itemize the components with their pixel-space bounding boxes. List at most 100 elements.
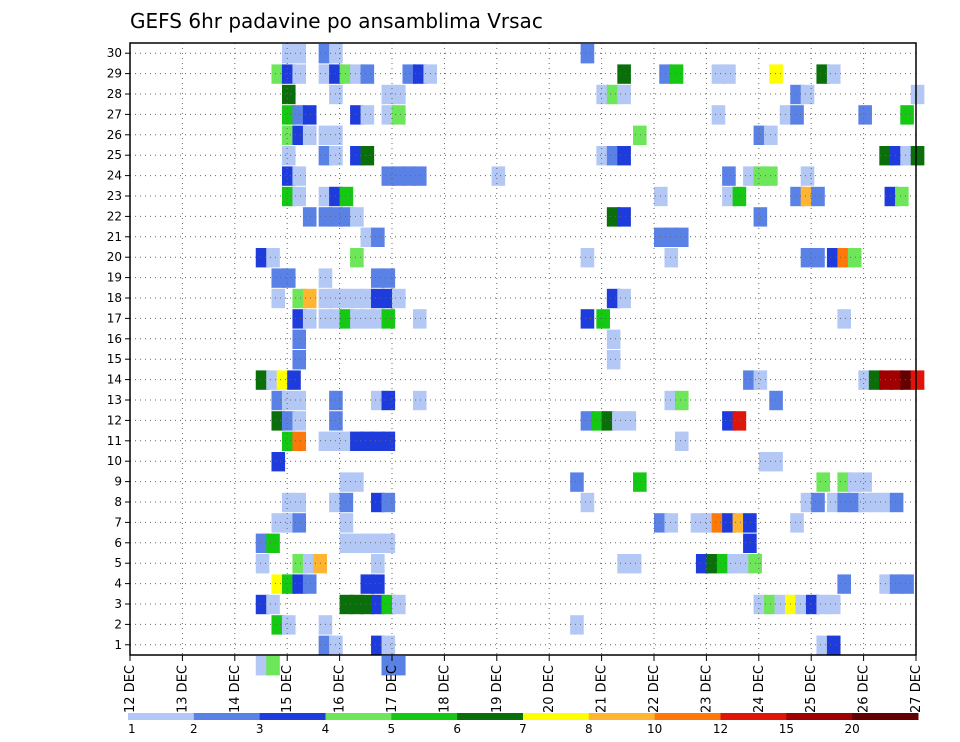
y-tick-label: 4 — [114, 577, 122, 591]
precip-cell — [371, 635, 385, 655]
precip-cell — [580, 492, 595, 513]
x-tick-label: 13 DEC — [175, 665, 190, 713]
precip-cell — [659, 64, 673, 84]
precip-cell — [606, 288, 621, 309]
precip-cell — [580, 411, 595, 431]
precip-cell — [674, 227, 689, 247]
precip-cell — [790, 186, 804, 207]
precip-cell — [570, 472, 584, 492]
precip-cell — [302, 288, 317, 309]
color-scale-label: 12 — [713, 722, 728, 736]
y-axis-ticks: 1234567891011121314151617181920212223242… — [107, 46, 130, 652]
precip-cell — [884, 186, 899, 207]
precip-cell — [412, 390, 427, 411]
precip-cell — [281, 105, 296, 125]
precip-cell — [266, 594, 280, 615]
precip-cell — [669, 64, 684, 84]
precip-cell — [617, 554, 631, 574]
precip-cell — [360, 288, 375, 309]
precip-cell — [255, 533, 270, 553]
precip-cell — [606, 146, 621, 166]
precip-cell — [889, 574, 904, 594]
precip-cell — [371, 492, 385, 513]
y-tick-label: 19 — [107, 271, 122, 285]
precip-cell — [596, 84, 610, 105]
precip-cell — [292, 309, 307, 329]
precip-cell — [255, 248, 270, 268]
precip-cell — [826, 64, 841, 84]
x-tick-label: 16 DEC — [333, 665, 348, 713]
precip-cell — [271, 452, 286, 472]
precip-cell — [292, 288, 307, 309]
precip-cell — [360, 227, 375, 247]
precip-cell — [392, 84, 406, 105]
precip-cell — [826, 635, 841, 655]
precip-cell — [617, 84, 631, 105]
precip-cell — [790, 84, 804, 105]
precip-cell — [895, 186, 909, 207]
precip-cell — [800, 248, 815, 268]
precip-cell — [837, 472, 851, 492]
x-tick-label: 27 DEC — [909, 665, 924, 713]
color-scale-label: 10 — [647, 722, 662, 736]
precip-cell — [381, 268, 396, 288]
precip-cell — [292, 554, 307, 574]
x-tick-label: 19 DEC — [490, 665, 505, 713]
precip-cell — [392, 105, 406, 125]
precip-cell — [622, 411, 637, 431]
precip-cell — [360, 309, 375, 329]
precip-cell — [271, 390, 286, 411]
precip-cell — [596, 146, 610, 166]
precip-cell — [329, 411, 343, 431]
precip-cell — [722, 411, 736, 431]
precip-cell — [606, 207, 621, 227]
precip-cell — [816, 64, 831, 84]
precip-cell — [769, 64, 783, 84]
color-scale-legend: 1 2 3 4 5 6 7 8 10 12 15 20 — [128, 713, 919, 736]
precip-cell — [292, 166, 307, 186]
y-tick-label: 22 — [107, 209, 122, 223]
precip-cell — [826, 248, 841, 268]
precip-cell — [292, 105, 307, 125]
precip-cell — [570, 615, 584, 635]
y-tick-label: 21 — [107, 230, 122, 244]
precip-cell — [281, 390, 296, 411]
precip-cell — [617, 288, 631, 309]
precip-cell — [281, 186, 296, 207]
precip-cell — [664, 248, 679, 268]
y-tick-label: 16 — [107, 332, 122, 346]
precip-cell — [727, 554, 741, 574]
precip-cell — [690, 513, 705, 533]
precip-cell — [879, 492, 893, 513]
precip-cell — [271, 411, 286, 431]
x-tick-label: 21 DEC — [595, 665, 610, 713]
precip-cell — [276, 370, 291, 390]
precip-cell — [412, 166, 427, 186]
color-scale-label: 15 — [779, 722, 794, 736]
y-tick-label: 6 — [114, 536, 122, 550]
precip-cell — [837, 574, 851, 594]
grid-lines — [130, 43, 916, 655]
precip-cell — [266, 656, 280, 676]
precip-cell — [381, 166, 396, 186]
precip-cell — [910, 370, 925, 390]
precip-cell — [800, 84, 815, 105]
precip-cell — [255, 656, 270, 676]
precip-cell — [360, 594, 375, 615]
precip-cell — [722, 64, 736, 84]
precip-cell — [292, 411, 307, 431]
y-tick-label: 13 — [107, 393, 122, 407]
precip-cell — [371, 268, 385, 288]
precip-cell — [701, 513, 715, 533]
heatmap-cells — [255, 44, 925, 676]
precip-cell — [900, 574, 914, 594]
y-tick-label: 24 — [107, 169, 122, 183]
precip-cell — [879, 370, 893, 390]
precip-cell — [281, 492, 296, 513]
precip-cell — [601, 411, 616, 431]
precip-cell — [271, 615, 286, 635]
precip-cell — [371, 594, 385, 615]
precip-cell — [302, 105, 317, 125]
precip-cell — [339, 472, 354, 492]
precip-cell — [281, 84, 296, 105]
